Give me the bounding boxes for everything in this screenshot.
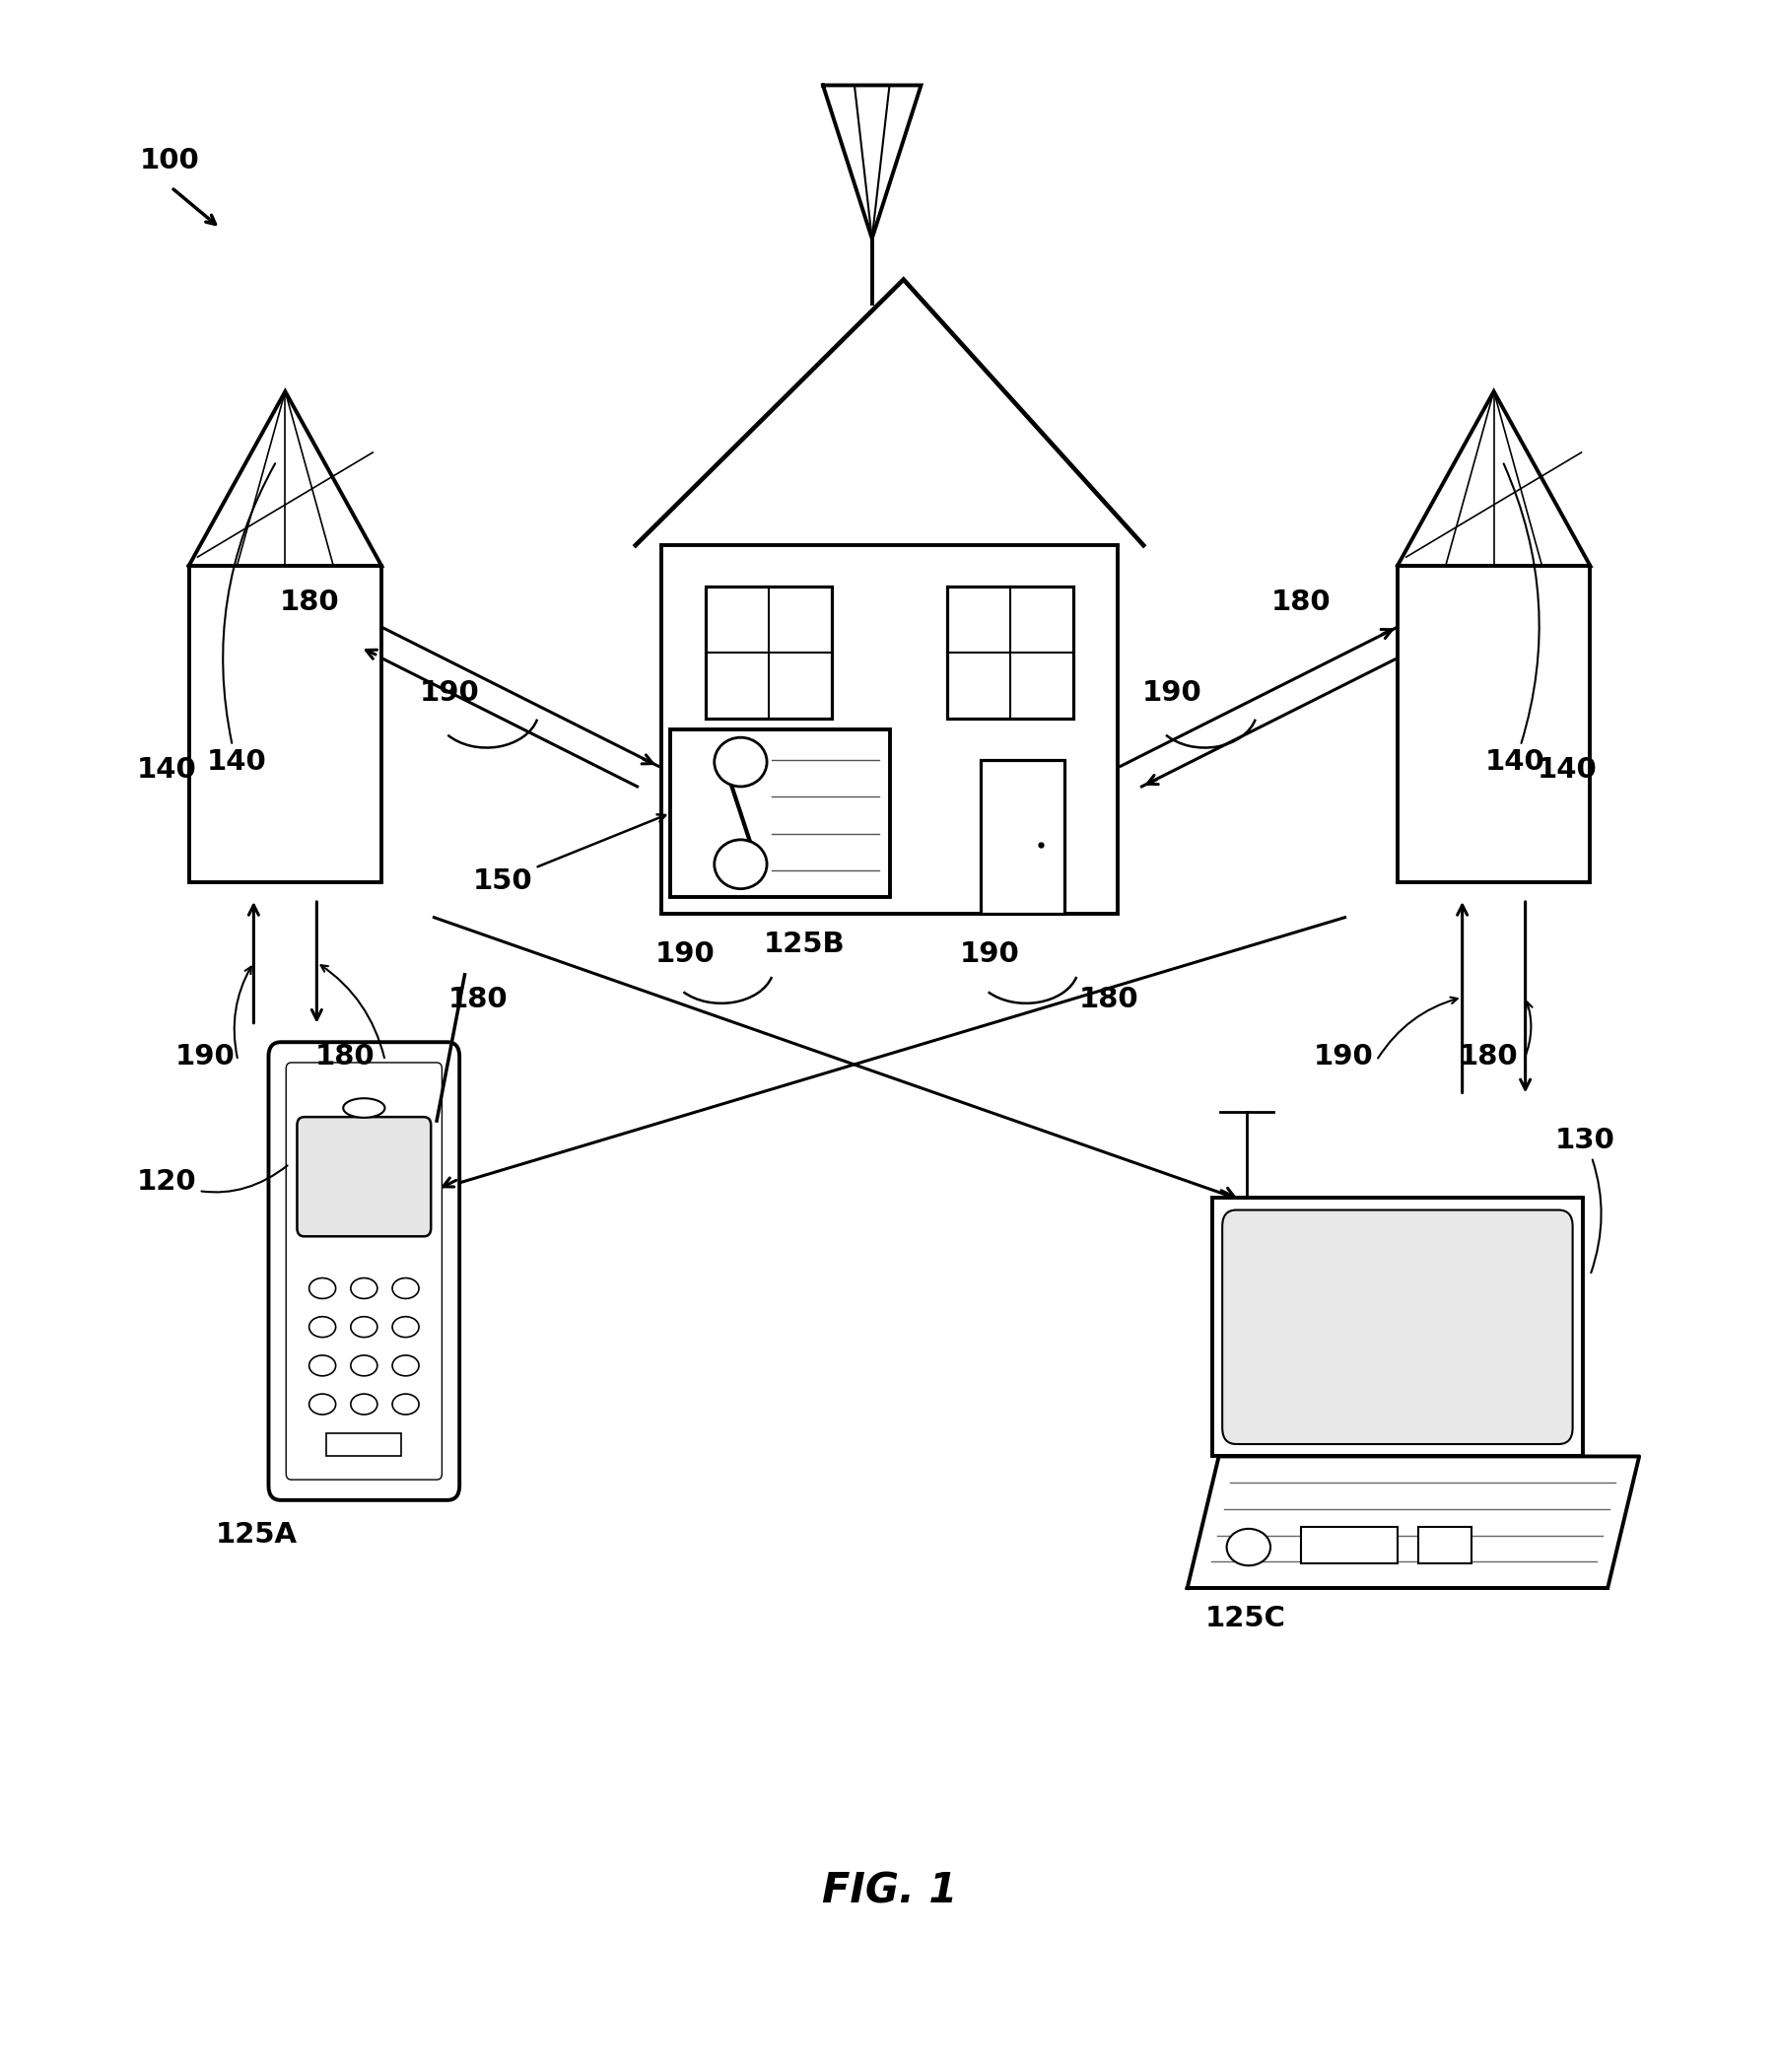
Text: 180: 180 (1078, 986, 1139, 1013)
Text: FIG. 1: FIG. 1 (822, 1869, 957, 1910)
Text: 150: 150 (473, 814, 665, 895)
Text: 190: 190 (1313, 1042, 1373, 1071)
FancyBboxPatch shape (269, 1042, 459, 1500)
Text: 140: 140 (1485, 464, 1544, 777)
Text: 125B: 125B (763, 930, 845, 957)
Ellipse shape (350, 1355, 377, 1376)
Ellipse shape (310, 1355, 336, 1376)
Ellipse shape (393, 1278, 418, 1299)
Text: 190: 190 (1142, 680, 1201, 707)
Ellipse shape (310, 1316, 336, 1336)
Text: 100: 100 (141, 147, 199, 174)
Text: 180: 180 (1459, 1042, 1519, 1071)
Bar (662, 545, 1117, 914)
Ellipse shape (350, 1394, 377, 1415)
Ellipse shape (350, 1316, 377, 1336)
Bar (1300, 1527, 1398, 1564)
Text: 125A: 125A (215, 1521, 297, 1548)
Polygon shape (1187, 1457, 1638, 1587)
Text: 190: 190 (959, 941, 1019, 968)
Ellipse shape (393, 1316, 418, 1336)
Text: 140: 140 (206, 464, 276, 777)
Text: 180: 180 (279, 588, 340, 615)
Bar (1398, 566, 1590, 883)
Bar (946, 586, 1073, 719)
Ellipse shape (343, 1098, 384, 1117)
Ellipse shape (350, 1278, 377, 1299)
Text: 190: 190 (174, 1042, 235, 1071)
Text: 180: 180 (1272, 588, 1331, 615)
Text: 190: 190 (655, 941, 715, 968)
Text: 140: 140 (137, 756, 196, 783)
FancyBboxPatch shape (286, 1063, 441, 1479)
Text: 180: 180 (448, 986, 507, 1013)
Text: 125C: 125C (1204, 1606, 1286, 1633)
Ellipse shape (310, 1278, 336, 1299)
Text: 120: 120 (137, 1164, 288, 1196)
Ellipse shape (310, 1394, 336, 1415)
FancyBboxPatch shape (1222, 1210, 1573, 1444)
Bar (706, 586, 833, 719)
Bar (189, 566, 381, 883)
Text: 140: 140 (1537, 756, 1598, 783)
Ellipse shape (393, 1355, 418, 1376)
Ellipse shape (715, 839, 767, 889)
Ellipse shape (715, 738, 767, 787)
Bar (671, 729, 890, 897)
Bar (1418, 1527, 1471, 1564)
Ellipse shape (1228, 1529, 1270, 1566)
Bar (327, 1434, 402, 1457)
FancyBboxPatch shape (297, 1117, 431, 1237)
Text: 180: 180 (315, 1042, 375, 1071)
Text: 130: 130 (1555, 1127, 1615, 1272)
Ellipse shape (393, 1394, 418, 1415)
Text: 190: 190 (420, 680, 480, 707)
Bar (1211, 1198, 1583, 1457)
Bar (980, 760, 1064, 914)
